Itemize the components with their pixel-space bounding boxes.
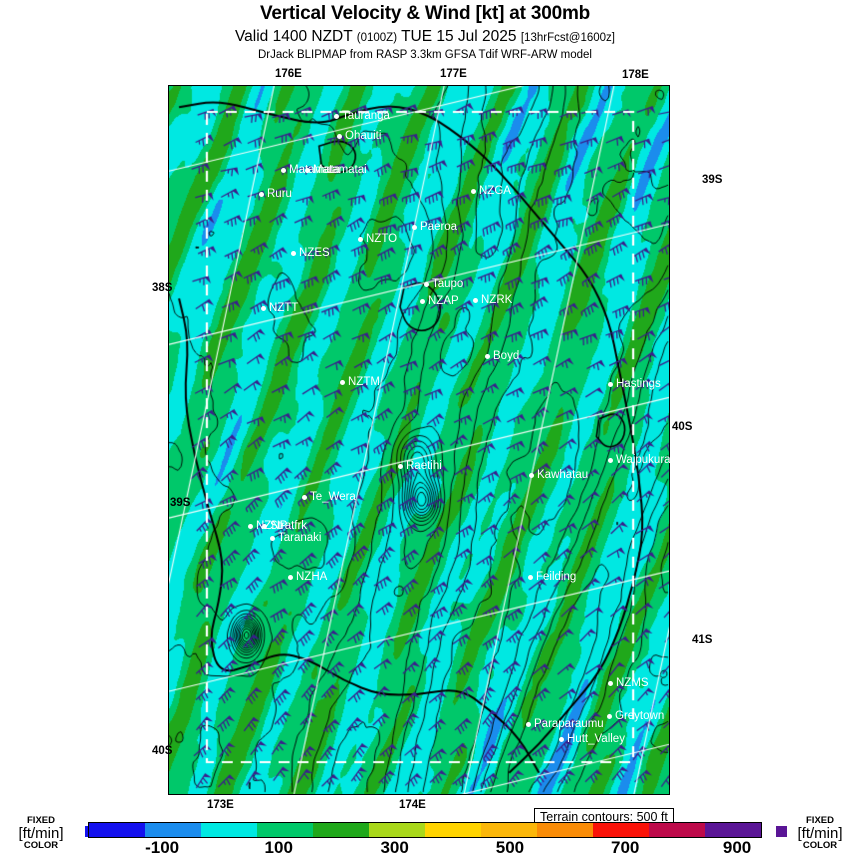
colorbar-segment-7 bbox=[481, 823, 537, 837]
colorbar-segment-0 bbox=[89, 823, 145, 837]
axis-tick-bottom-173e: 173E bbox=[207, 799, 234, 811]
axis-tick-left-40s: 40S bbox=[152, 745, 173, 757]
valid-time-zulu: (0100Z) bbox=[356, 32, 398, 44]
page-title: Vertical Velocity & Wind [kt] at 300mb bbox=[259, 3, 591, 24]
colorbar-key-left-bottom: COLOR bbox=[23, 840, 59, 851]
terrain-contour-text: Terrain contours: 500 ft bbox=[540, 810, 668, 824]
colorbar-segment-1 bbox=[145, 823, 201, 837]
colorbar-key-left: FIXED [ft/min] COLOR bbox=[2, 816, 80, 851]
colorbar-segment-2 bbox=[201, 823, 257, 837]
colorbar-segment-8 bbox=[537, 823, 593, 837]
colorbar-segment-5 bbox=[369, 823, 425, 837]
model-source-line: DrJack BLIPMAP from RASP 3.3km GFSA Tdif… bbox=[257, 49, 592, 61]
colorbar-key-left-units: [ft/min] bbox=[18, 825, 64, 842]
colorbar-tick-300: 300 bbox=[380, 838, 409, 857]
axis-tick-top-178e: 178E bbox=[622, 69, 649, 81]
colorbar-key-right-top: FIXED bbox=[806, 815, 834, 826]
colorbar-segment-3 bbox=[257, 823, 313, 837]
header-block: Vertical Velocity & Wind [kt] at 300mb V… bbox=[0, 0, 850, 61]
colorbar-key-left-top: FIXED bbox=[27, 815, 55, 826]
axis-tick-left-39s: 39S bbox=[170, 497, 191, 509]
colorbar-segment-10 bbox=[649, 823, 705, 837]
colorbar-key-right-units: [ft/min] bbox=[797, 825, 843, 842]
colorbar[interactable] bbox=[88, 822, 762, 838]
colorbar-tick--100: -100 bbox=[145, 838, 180, 857]
colorbar-segment-6 bbox=[425, 823, 481, 837]
colorbar-key-right-bottom: COLOR bbox=[802, 840, 838, 851]
axis-tick-bottom-174e: 174E bbox=[399, 799, 426, 811]
colorbar-segment-11 bbox=[705, 823, 761, 837]
axis-tick-right-40s: 40S bbox=[672, 421, 693, 433]
colorbar-tick-100: 100 bbox=[264, 838, 293, 857]
colorbar-tick-500: 500 bbox=[495, 838, 525, 857]
valid-time-line: Valid 1400 NZDT (0100Z) TUE 15 Jul 2025 … bbox=[0, 28, 850, 46]
axis-tick-right-41s: 41S bbox=[692, 634, 713, 646]
colorbar-key-right: FIXED [ft/min] COLOR bbox=[790, 816, 850, 851]
valid-time-date: TUE 15 Jul 2025 bbox=[401, 28, 517, 45]
colorbar-tick-700: 700 bbox=[610, 838, 640, 857]
colorbar-segment-4 bbox=[313, 823, 369, 837]
vertical-velocity-raster bbox=[169, 86, 669, 794]
forecast-hour: [13hrFcst@1600z] bbox=[520, 32, 615, 44]
valid-time-main: Valid 1400 NZDT bbox=[234, 28, 353, 45]
axis-tick-top-176e: 176E bbox=[275, 68, 302, 80]
axis-tick-left-38s: 38S bbox=[152, 282, 173, 294]
colorbar-tick-900: 900 bbox=[722, 838, 752, 857]
colorbar-segment-9 bbox=[593, 823, 649, 837]
colorbar-chip-right bbox=[776, 826, 787, 837]
colorbar-tick-group: -100 100 300 500 700 900 bbox=[88, 838, 762, 860]
axis-tick-top-177e: 177E bbox=[440, 68, 467, 80]
axis-tick-right-39s: 39S bbox=[702, 174, 723, 186]
weather-map[interactable] bbox=[168, 85, 670, 795]
